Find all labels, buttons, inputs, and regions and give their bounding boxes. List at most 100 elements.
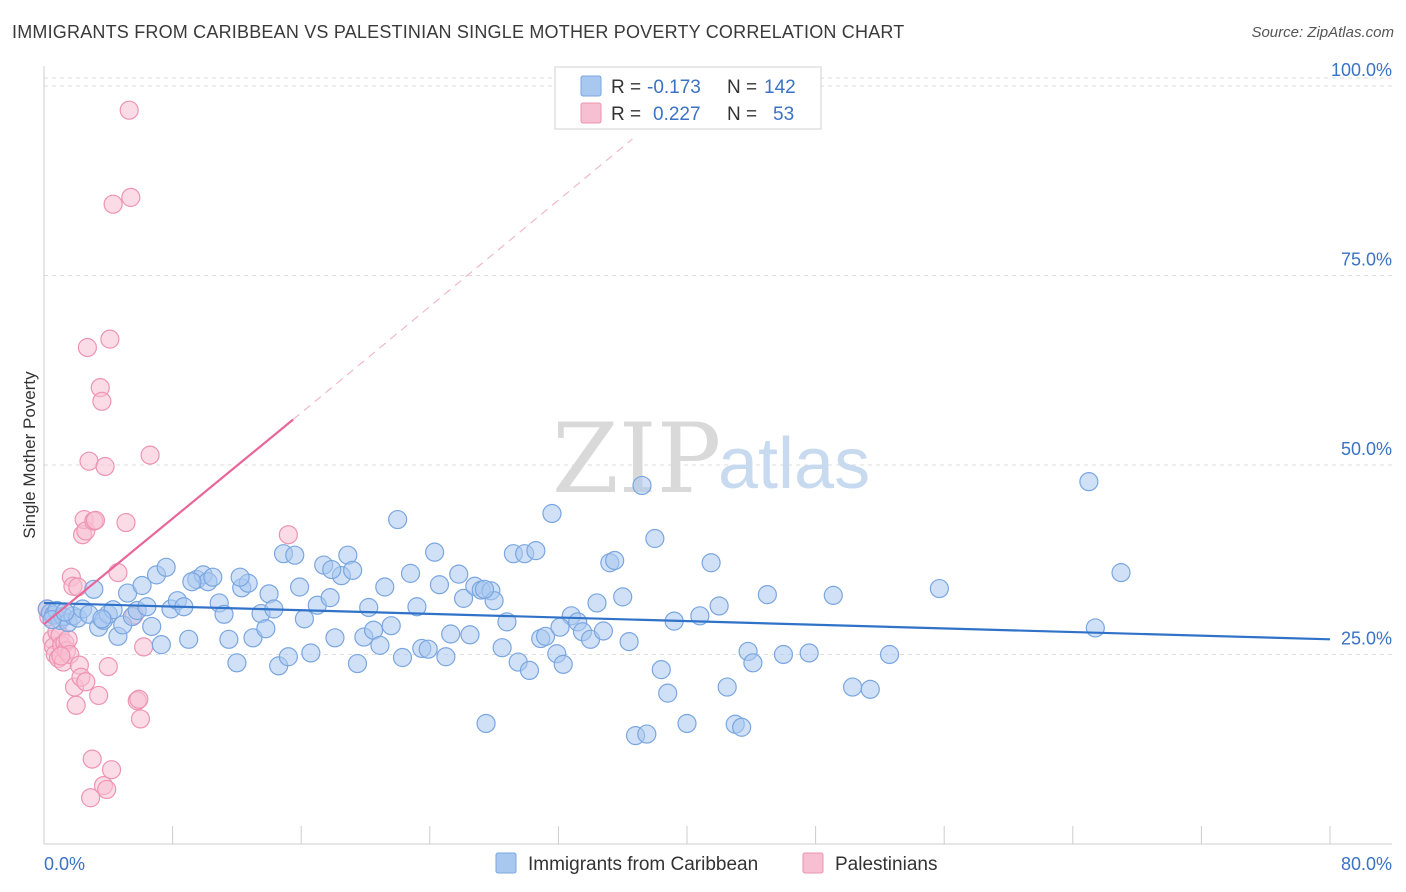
watermark: ZIP atlas: [552, 403, 870, 515]
palestinians-point: [85, 510, 106, 530]
caribbean-point: [436, 647, 456, 667]
caribbean-point: [142, 616, 162, 637]
caribbean-point: [823, 585, 843, 605]
legend-r-value-palestinians: 0.227: [653, 104, 701, 125]
caribbean-point: [743, 653, 763, 673]
trend-layer: [43, 138, 1331, 641]
palestinians-point: [100, 329, 120, 349]
caribbean-point: [1085, 618, 1105, 638]
caribbean-trend-line: [43, 601, 1331, 641]
caribbean-point: [709, 596, 729, 616]
y-tick-labels: 25.0% 50.0% 75.0% 100.0%: [1331, 60, 1392, 649]
palestinians-points: [37, 100, 298, 808]
caribbean-point: [400, 563, 421, 583]
caribbean-point: [214, 604, 234, 624]
legend-n-label-palestinians: N =: [727, 104, 757, 125]
palestinians-point: [129, 689, 149, 709]
palestinians-point: [121, 187, 141, 207]
series-label-caribbean: Immigrants from Caribbean: [528, 854, 758, 875]
series-swatch-palestinians: [802, 852, 824, 874]
palestinians-point: [95, 456, 115, 477]
y-tick-label: 25.0%: [1341, 628, 1392, 648]
caribbean-point: [879, 644, 900, 665]
caribbean-point: [343, 560, 363, 580]
caribbean-point: [151, 635, 171, 655]
caribbean-point: [492, 638, 512, 658]
palestinians-point: [278, 525, 298, 545]
palestinians-point: [130, 709, 151, 729]
caribbean-point: [322, 559, 342, 580]
caribbean-point: [474, 579, 495, 599]
caribbean-point: [418, 639, 438, 659]
caribbean-point: [593, 621, 614, 641]
palestinians-trend-extension: [292, 138, 633, 420]
caribbean-point: [632, 475, 652, 496]
legend-r-label-palestinians: R =: [611, 104, 641, 125]
y-tick-label: 75.0%: [1341, 249, 1392, 269]
caribbean-point: [227, 653, 247, 673]
caribbean-point: [325, 628, 345, 648]
caribbean-point: [757, 585, 777, 605]
x-tick-label-max: 80.0%: [1341, 854, 1392, 874]
caribbean-point: [587, 593, 607, 613]
caribbean-point: [645, 528, 665, 549]
y-tick-label: 100.0%: [1331, 60, 1392, 80]
caribbean-point: [230, 567, 250, 587]
caribbean-point: [542, 503, 562, 524]
caribbean-point: [294, 609, 315, 629]
palestinians-point: [101, 760, 122, 780]
y-axis-label: Single Mother Poverty: [20, 371, 39, 539]
palestinians-point: [92, 391, 112, 411]
legend-n-value-caribbean: 142: [764, 77, 796, 98]
caribbean-point: [425, 542, 445, 562]
caribbean-point: [535, 626, 556, 646]
caribbean-point: [370, 635, 390, 655]
caribbean-point: [132, 575, 152, 596]
caribbean-point: [1079, 472, 1099, 492]
chart-source: Source: ZipAtlas.com: [1251, 24, 1394, 41]
palestinians-point: [103, 194, 123, 214]
caribbean-point: [476, 713, 496, 734]
palestinians-point: [68, 577, 88, 597]
chart-title: IMMIGRANTS FROM CARIBBEAN VS PALESTINIAN…: [12, 22, 905, 42]
caribbean-point: [842, 677, 863, 697]
legend-r-value-caribbean: -0.173: [647, 77, 701, 98]
palestinians-point: [82, 749, 102, 769]
palestinians-point: [134, 637, 154, 657]
y-tick-label: 50.0%: [1341, 439, 1392, 459]
palestinians-point: [140, 445, 160, 465]
legend-swatch-caribbean: [580, 75, 602, 97]
caribbean-point: [550, 617, 570, 637]
caribbean-point: [553, 654, 573, 674]
legend-swatch-palestinians: [580, 102, 602, 124]
caribbean-point: [732, 717, 752, 737]
caribbean-point: [658, 683, 678, 703]
x-tick-label-min: 0.0%: [44, 854, 85, 874]
x-tick-layer: [43, 826, 1331, 844]
caribbean-point: [407, 597, 427, 617]
palestinians-point: [76, 672, 96, 692]
caribbean-point: [449, 564, 469, 584]
caribbean-point: [651, 660, 671, 680]
caribbean-point: [1111, 563, 1131, 583]
caribbean-point: [613, 587, 633, 607]
caribbean-point: [381, 616, 401, 636]
caribbean-point: [619, 632, 639, 652]
caribbean-point: [701, 553, 721, 573]
caribbean-point: [256, 619, 276, 639]
caribbean-point: [497, 612, 517, 632]
caribbean-point: [320, 588, 340, 608]
palestinians-point: [51, 646, 71, 666]
axis-layer: [43, 66, 1392, 845]
palestinians-trend-line: [43, 418, 294, 626]
series-label-palestinians: Palestinians: [835, 854, 937, 875]
palestinians-point: [98, 657, 118, 677]
caribbean-point: [441, 624, 461, 644]
series-swatch-caribbean: [495, 852, 517, 874]
palestinians-point: [119, 100, 139, 120]
palestinians-point: [79, 451, 99, 471]
caribbean-point: [301, 643, 321, 663]
caribbean-point: [929, 578, 949, 599]
series-legend: Immigrants from Caribbean Palestinians: [495, 852, 937, 875]
caribbean-point: [392, 647, 413, 668]
